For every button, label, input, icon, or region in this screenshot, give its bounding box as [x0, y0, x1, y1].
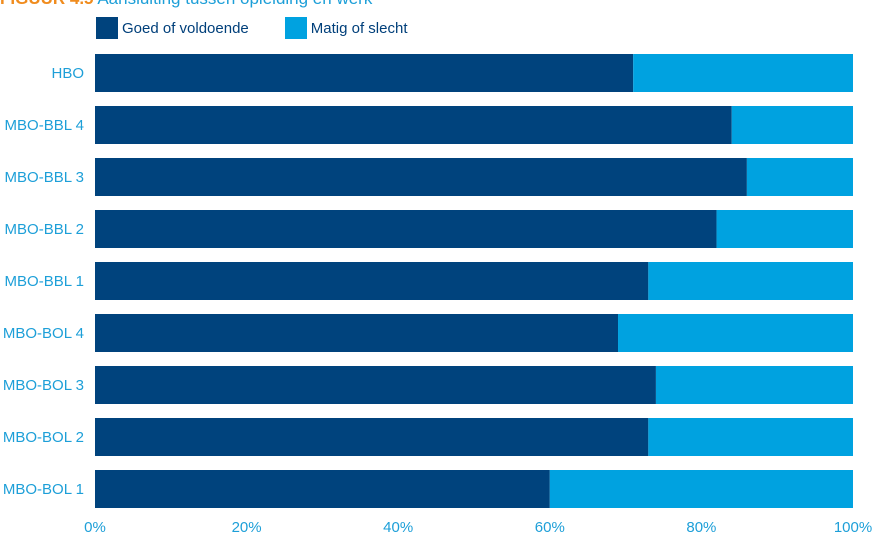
figure-label: FIGUUR 4.5	[0, 0, 94, 8]
bar-hbo-goed	[95, 54, 634, 92]
bar-mbo-bbl-3-matig	[746, 158, 853, 196]
bar-mbo-bol-2-goed	[95, 418, 649, 456]
legend-swatch-goed	[96, 17, 118, 39]
x-tick-label-3: 60%	[535, 519, 565, 535]
bar-mbo-bbl-4-matig	[731, 106, 853, 144]
x-tick-label-1: 20%	[232, 519, 262, 535]
bar-mbo-bol-1-matig	[549, 470, 853, 508]
category-label-mbo-bol-1: MBO-BOL 1	[3, 481, 84, 498]
bar-mbo-bol-3-matig	[655, 366, 853, 404]
x-tick-label-2: 40%	[383, 519, 413, 535]
x-tick-label-4: 80%	[686, 519, 716, 535]
chart-title: FIGUUR 4.5 Aansluiting tussen opleiding …	[0, 0, 372, 9]
bar-mbo-bbl-2-goed	[95, 210, 717, 248]
legend: Goed of voldoende Matig of slecht	[96, 17, 444, 39]
category-label-mbo-bol-3: MBO-BOL 3	[3, 377, 84, 394]
bar-mbo-bol-4-matig	[618, 314, 853, 352]
category-label-mbo-bbl-3: MBO-BBL 3	[5, 169, 84, 186]
bar-mbo-bbl-2-matig	[716, 210, 853, 248]
bar-mbo-bbl-4-goed	[95, 106, 732, 144]
category-label-mbo-bol-2: MBO-BOL 2	[3, 429, 84, 446]
legend-item-matig: Matig of slecht	[284, 17, 408, 39]
bar-mbo-bol-3-goed	[95, 366, 656, 404]
legend-item-goed: Goed of voldoende	[96, 17, 249, 39]
legend-label-matig: Matig of slecht	[310, 19, 408, 37]
category-label-mbo-bbl-2: MBO-BBL 2	[5, 221, 84, 238]
bar-mbo-bbl-3-goed	[95, 158, 747, 196]
x-tick-label-0: 0%	[84, 519, 106, 535]
category-label-mbo-bbl-4: MBO-BBL 4	[5, 117, 84, 134]
bar-mbo-bbl-1-matig	[648, 262, 853, 300]
legend-label-goed: Goed of voldoende	[122, 19, 249, 37]
category-label-mbo-bol-4: MBO-BOL 4	[3, 325, 84, 342]
x-tick-label-5: 100%	[834, 519, 872, 535]
category-label-hbo: HBO	[51, 65, 84, 82]
bar-mbo-bbl-1-goed	[95, 262, 649, 300]
figure-title-text: Aansluiting tussen opleiding en werk	[97, 0, 372, 8]
bar-mbo-bol-2-matig	[648, 418, 853, 456]
bar-mbo-bol-4-goed	[95, 314, 619, 352]
legend-swatch-matig	[284, 17, 307, 39]
category-label-mbo-bbl-1: MBO-BBL 1	[5, 273, 84, 290]
bar-mbo-bol-1-goed	[95, 470, 550, 508]
bar-hbo-matig	[633, 54, 853, 92]
